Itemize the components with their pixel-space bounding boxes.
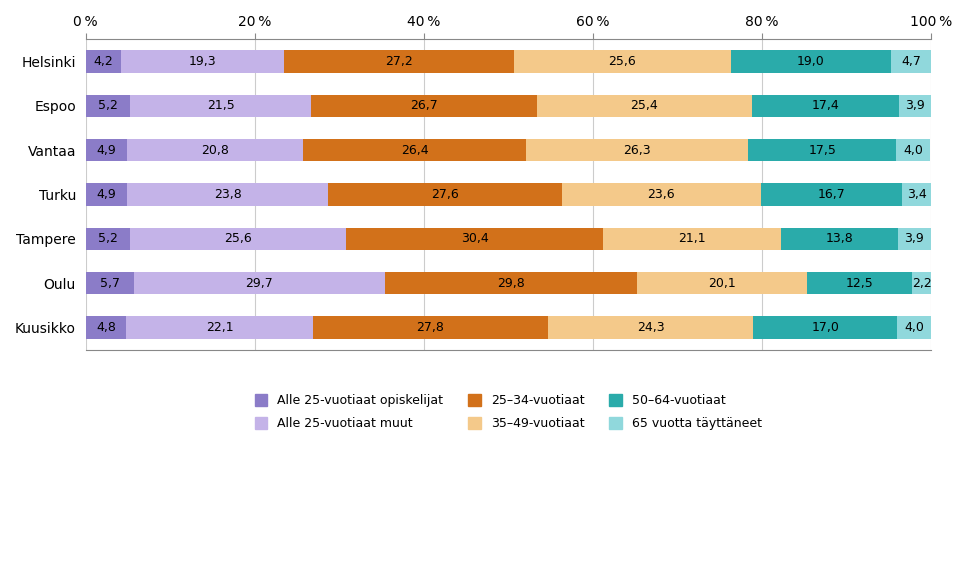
Text: 26,3: 26,3: [624, 144, 651, 157]
Bar: [751, 95, 898, 117]
Text: 27,8: 27,8: [417, 321, 445, 334]
Bar: [806, 272, 912, 295]
Text: 25,4: 25,4: [630, 99, 659, 112]
Bar: [912, 272, 931, 295]
Bar: [130, 228, 346, 250]
Bar: [753, 316, 897, 339]
Bar: [603, 228, 781, 250]
Text: 5,2: 5,2: [98, 232, 118, 245]
Text: 20,1: 20,1: [708, 277, 736, 289]
Text: 5,7: 5,7: [100, 277, 120, 289]
Bar: [562, 183, 761, 206]
Bar: [731, 50, 892, 73]
Text: 24,3: 24,3: [637, 321, 664, 334]
Text: 22,1: 22,1: [206, 321, 233, 334]
Bar: [86, 183, 127, 206]
Bar: [537, 95, 751, 117]
Bar: [86, 228, 130, 250]
Bar: [328, 183, 562, 206]
Text: 3,9: 3,9: [904, 232, 924, 245]
Text: 29,7: 29,7: [246, 277, 274, 289]
Bar: [311, 95, 537, 117]
Text: 17,5: 17,5: [808, 144, 836, 157]
Bar: [86, 272, 133, 295]
Bar: [127, 139, 303, 162]
Bar: [892, 50, 931, 73]
Text: 26,7: 26,7: [410, 99, 438, 112]
Bar: [902, 183, 931, 206]
Text: 4,2: 4,2: [94, 55, 113, 68]
Bar: [303, 139, 526, 162]
Bar: [898, 95, 932, 117]
Text: 4,9: 4,9: [97, 144, 116, 157]
Bar: [761, 183, 902, 206]
Bar: [636, 272, 806, 295]
Bar: [130, 95, 311, 117]
Bar: [86, 95, 130, 117]
Text: 2,2: 2,2: [912, 277, 931, 289]
Bar: [86, 139, 127, 162]
Bar: [284, 50, 514, 73]
Text: 4,8: 4,8: [96, 321, 116, 334]
Text: 17,0: 17,0: [811, 321, 839, 334]
Text: 5,2: 5,2: [98, 99, 118, 112]
Text: 3,4: 3,4: [907, 188, 926, 201]
Text: 27,2: 27,2: [386, 55, 413, 68]
Text: 23,6: 23,6: [648, 188, 675, 201]
Bar: [127, 183, 328, 206]
Bar: [86, 316, 127, 339]
Bar: [86, 50, 121, 73]
Bar: [127, 316, 313, 339]
Text: 20,8: 20,8: [201, 144, 229, 157]
Text: 13,8: 13,8: [826, 232, 854, 245]
Text: 23,8: 23,8: [214, 188, 242, 201]
Text: 4,0: 4,0: [904, 321, 923, 334]
Text: 4,0: 4,0: [903, 144, 923, 157]
Bar: [748, 139, 896, 162]
Bar: [346, 228, 603, 250]
Text: 16,7: 16,7: [818, 188, 845, 201]
Text: 4,7: 4,7: [901, 55, 921, 68]
Bar: [898, 228, 931, 250]
Text: 21,1: 21,1: [678, 232, 706, 245]
Text: 17,4: 17,4: [811, 99, 839, 112]
Text: 19,0: 19,0: [797, 55, 825, 68]
Text: 25,6: 25,6: [224, 232, 251, 245]
Bar: [548, 316, 753, 339]
Bar: [133, 272, 385, 295]
Bar: [313, 316, 548, 339]
Bar: [781, 228, 898, 250]
Text: 27,6: 27,6: [431, 188, 458, 201]
Text: 3,9: 3,9: [905, 99, 925, 112]
Legend: Alle 25-vuotiaat opiskelijat, Alle 25-vuotiaat muut, 25–34-vuotiaat, 35–49-vuoti: Alle 25-vuotiaat opiskelijat, Alle 25-vu…: [249, 388, 768, 436]
Text: 21,5: 21,5: [207, 99, 234, 112]
Bar: [385, 272, 636, 295]
Bar: [526, 139, 748, 162]
Bar: [514, 50, 731, 73]
Text: 25,6: 25,6: [608, 55, 636, 68]
Text: 19,3: 19,3: [189, 55, 217, 68]
Text: 12,5: 12,5: [845, 277, 873, 289]
Bar: [896, 139, 930, 162]
Bar: [121, 50, 284, 73]
Text: 4,9: 4,9: [97, 188, 116, 201]
Text: 26,4: 26,4: [400, 144, 428, 157]
Bar: [897, 316, 931, 339]
Text: 29,8: 29,8: [497, 277, 525, 289]
Text: 30,4: 30,4: [460, 232, 488, 245]
